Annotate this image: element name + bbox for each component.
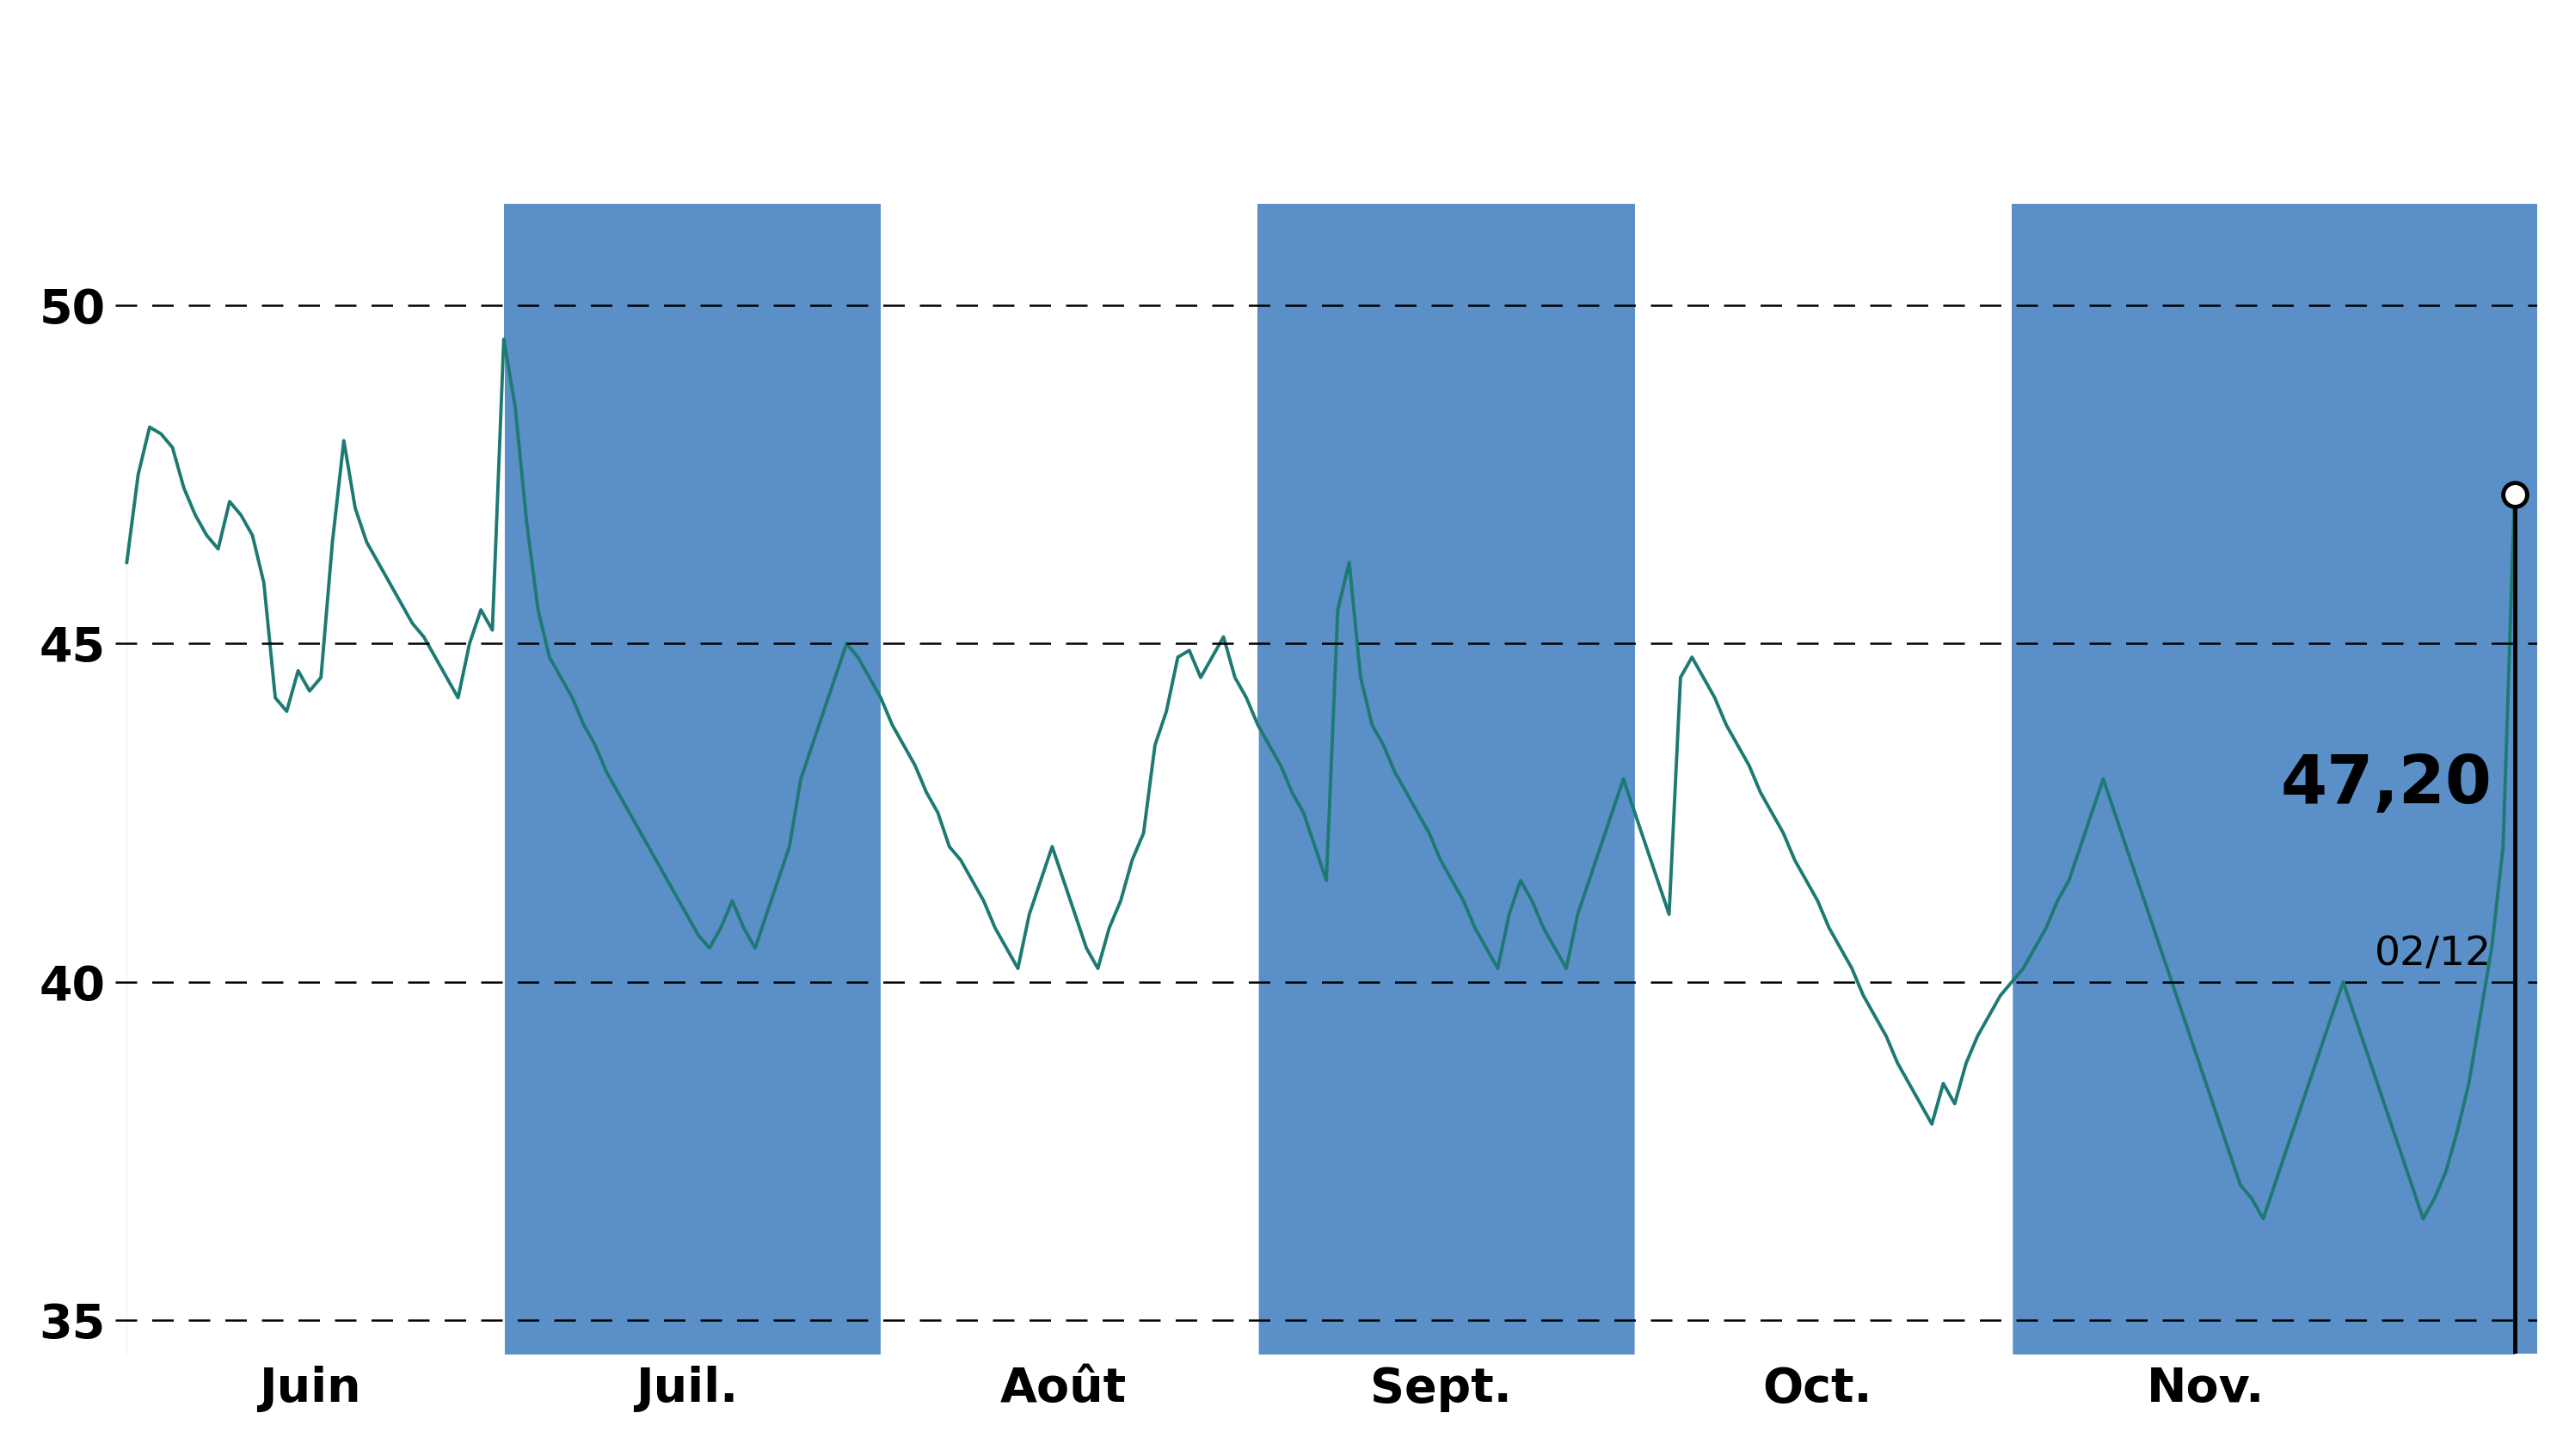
Bar: [2012, 204, 2412, 1354]
Bar: [1258, 204, 1635, 1354]
Text: 02/12: 02/12: [2373, 935, 2491, 973]
Text: Eckert & Ziegler Strahlen- und Medizintechnik AG: Eckert & Ziegler Strahlen- und Medizinte…: [0, 45, 2563, 137]
Bar: [505, 204, 882, 1354]
Bar: [2412, 204, 2537, 1354]
Text: 47,20: 47,20: [2281, 751, 2491, 817]
